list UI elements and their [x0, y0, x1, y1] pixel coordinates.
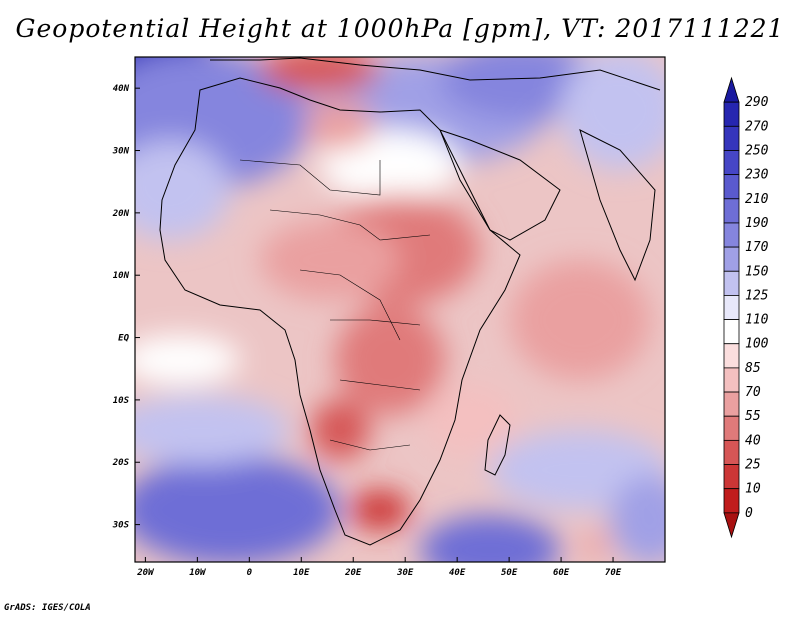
colorbar-label: 150	[745, 264, 769, 279]
colorbar-label: 0	[745, 506, 753, 521]
lon-tick-label: 50E	[501, 568, 518, 578]
footer-credit: GrADS: IGES/COLA	[4, 603, 91, 613]
lon-tick-label: 40E	[449, 568, 466, 578]
colorbar-swatch	[723, 125, 740, 151]
colorbar-swatch	[723, 488, 740, 514]
colorbar-swatch	[723, 222, 740, 248]
india-outline	[579, 129, 656, 282]
colorbar-label: 55	[745, 409, 761, 424]
lon-tick-label: 60E	[553, 568, 570, 578]
colorbar-label: 125	[745, 288, 769, 303]
lat-tick-label: EQ	[118, 334, 129, 344]
country-borders	[239, 159, 431, 451]
lat-tick-label: 10N	[113, 271, 130, 281]
colorbar-swatch	[723, 319, 740, 345]
colorbar-label: 110	[745, 313, 769, 328]
colorbar-label: 210	[745, 192, 769, 207]
colorbar-swatch	[723, 343, 740, 369]
lat-tick-label: 10S	[113, 396, 130, 406]
colorbar-cap-top	[723, 76, 740, 103]
colorbar-swatch	[723, 391, 740, 417]
lat-tick-label: 30S	[112, 521, 130, 531]
longitude-axis: 20W 10W 0 10E 20E 30E 40E 50E 60E 70E	[136, 557, 622, 578]
colorbar-label: 230	[745, 168, 769, 183]
colorbar-swatch	[723, 246, 740, 272]
lon-tick-label: 20W	[136, 568, 155, 578]
lon-tick-label: 20E	[344, 568, 362, 578]
colorbar-swatch	[723, 367, 740, 393]
lat-tick-label: 20S	[112, 458, 130, 468]
colorbar-swatch	[723, 439, 740, 465]
colorbar-swatch	[723, 295, 740, 320]
colorbar-label: 100	[745, 337, 769, 352]
chart-title: Geopotential Height at 1000hPa [gpm], VT…	[15, 14, 785, 43]
lat-tick-label: 40N	[113, 84, 130, 94]
colorbar-label: 250	[745, 143, 769, 158]
lat-tick-label: 20N	[112, 209, 130, 219]
colorbar-swatch	[723, 101, 740, 127]
colorbar-label: 10	[745, 482, 761, 497]
colorbar-label: 70	[745, 385, 761, 400]
colorbar-label: 40	[745, 433, 761, 448]
arabia-outline	[439, 129, 561, 241]
africa-coastline	[159, 77, 521, 546]
colorbar-swatch	[723, 150, 740, 176]
lon-tick-label: 30E	[396, 568, 414, 578]
colorbar-cap-bottom	[723, 512, 740, 539]
colorbar-swatch	[723, 270, 740, 296]
colorbar-label: 290	[745, 95, 769, 110]
lon-tick-label: 10W	[189, 568, 207, 578]
lon-tick-label: 0	[247, 568, 253, 578]
map-frame	[134, 56, 666, 563]
colorbar-label: 190	[745, 216, 769, 231]
latitude-axis: 40N 30N 20N 10N EQ 10S 20S 30S	[112, 84, 140, 531]
colorbar-label: 85	[745, 361, 761, 376]
colorbar-swatch	[723, 464, 740, 490]
colorbar-label: 25	[745, 458, 761, 473]
europe-outline	[210, 57, 661, 91]
colorbar-label: 170	[745, 240, 769, 255]
madagascar-outline	[484, 414, 511, 476]
colorbar-label: 270	[745, 119, 769, 134]
coastlines	[159, 57, 661, 546]
lon-tick-label: 10E	[293, 568, 310, 578]
lon-tick-label: 70E	[605, 568, 622, 578]
colorbar-swatch	[723, 198, 740, 224]
contour-field	[135, 57, 665, 562]
colorbar-swatch	[723, 174, 740, 200]
colorbar-swatch	[723, 415, 740, 441]
colorbar: 2902702502302101901701501251101008570554…	[723, 76, 769, 539]
lat-tick-label: 30N	[112, 147, 130, 157]
